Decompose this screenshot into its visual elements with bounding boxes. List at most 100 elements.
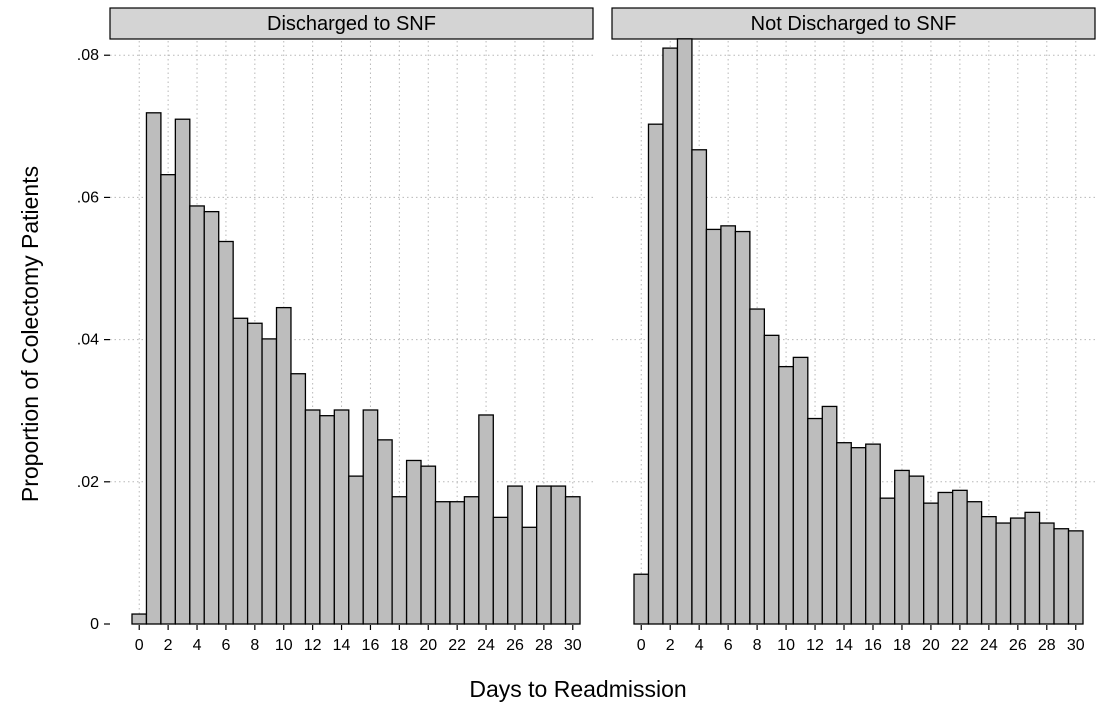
bar (836, 442, 852, 625)
bar (749, 308, 766, 625)
bar (1009, 517, 1026, 625)
bar (492, 516, 509, 625)
bar (1053, 528, 1070, 625)
x-tick-label: 12 (806, 637, 824, 654)
x-tick-label: 20 (419, 637, 437, 654)
bar (1038, 522, 1055, 625)
x-tick-label: 6 (724, 637, 733, 654)
x-tick-label: 2 (666, 637, 675, 654)
x-tick-label: 26 (1009, 637, 1027, 654)
y-axis-title: Proportion of Colectomy Patients (17, 166, 43, 502)
x-tick-label: 22 (951, 637, 969, 654)
bar (879, 497, 896, 625)
bar (705, 228, 722, 625)
bar (145, 112, 162, 625)
bar (633, 573, 650, 625)
bar (218, 240, 234, 625)
bar (290, 373, 307, 625)
x-tick-label: 30 (1067, 637, 1085, 654)
bar (348, 475, 364, 625)
panel-strips: Discharged to SNF Not Discharged to SNF (109, 7, 1096, 40)
x-tick-label: 4 (695, 637, 704, 654)
bar (391, 496, 408, 625)
x-tick-label: 28 (535, 637, 553, 654)
bar (174, 118, 191, 625)
bar (662, 47, 679, 625)
bar (1024, 511, 1041, 625)
bar (564, 496, 581, 625)
x-tick-label: 0 (135, 637, 144, 654)
bar (434, 501, 451, 625)
x-tick-label: 14 (835, 637, 853, 654)
bar (203, 210, 220, 625)
bar (304, 409, 321, 625)
bar (420, 465, 437, 625)
x-tick-label: 0 (637, 637, 646, 654)
bar (734, 230, 751, 625)
y-tick-label: .04 (77, 332, 99, 349)
bar (405, 459, 422, 625)
x-tick-label: 24 (980, 637, 998, 654)
bar (333, 409, 350, 625)
x-tick-label: 26 (506, 637, 524, 654)
panel-strip (611, 7, 1096, 40)
bar (676, 38, 693, 625)
bar (362, 409, 379, 625)
bar (1067, 530, 1084, 625)
bar (647, 123, 664, 625)
bar (478, 414, 494, 625)
x-tick-label: 14 (333, 637, 351, 654)
x-tick-label: 28 (1038, 637, 1056, 654)
x-tick-label: 8 (753, 637, 762, 654)
bar (923, 502, 939, 625)
x-tick-label: 6 (221, 637, 230, 654)
bar (131, 613, 148, 625)
bars (131, 38, 1084, 625)
bar (807, 417, 823, 625)
panel-title: Not Discharged to SNF (751, 13, 957, 35)
bar (232, 317, 249, 625)
axes: 0 2 4 6 8 10 12 14 16 18 20 22 24 26 28 30 0 2 4 6 8 10 12 14 16… (77, 47, 1085, 654)
x-axis-title: Days to Readmission (469, 676, 686, 702)
bar (246, 322, 263, 625)
bar (377, 439, 393, 625)
y-tick-label: .02 (77, 474, 99, 491)
x-tick-label: 4 (193, 637, 202, 654)
bar (937, 491, 954, 625)
bar (980, 515, 997, 625)
x-tick-label: 10 (275, 637, 293, 654)
bar (865, 443, 881, 625)
bar (995, 522, 1012, 625)
bar (507, 485, 523, 625)
y-tick-label: .08 (77, 47, 99, 64)
bar (966, 501, 983, 625)
bar (535, 485, 552, 625)
x-tick-label: 2 (164, 637, 173, 654)
x-tick-label: 22 (448, 637, 466, 654)
x-tick-label: 18 (893, 637, 911, 654)
bar (691, 149, 708, 625)
bar (951, 489, 968, 625)
bar (319, 415, 335, 625)
x-tick-label: 24 (477, 637, 495, 654)
bar (850, 447, 867, 625)
bar (894, 469, 910, 625)
x-tick-label: 16 (864, 637, 882, 654)
bar (449, 501, 466, 625)
bar (720, 225, 737, 625)
panel-title: Discharged to SNF (267, 13, 436, 35)
x-tick-label: 18 (390, 637, 408, 654)
bar (821, 405, 838, 625)
bar (521, 526, 538, 625)
y-tick-label: 0 (90, 616, 99, 633)
panel-strip (109, 7, 594, 40)
x-tick-label: 8 (250, 637, 259, 654)
x-tick-label: 10 (777, 637, 795, 654)
bar (778, 365, 794, 625)
bar (792, 356, 809, 625)
bar (275, 306, 292, 625)
bar (261, 338, 278, 625)
bar (463, 496, 480, 625)
x-tick-label: 30 (564, 637, 582, 654)
